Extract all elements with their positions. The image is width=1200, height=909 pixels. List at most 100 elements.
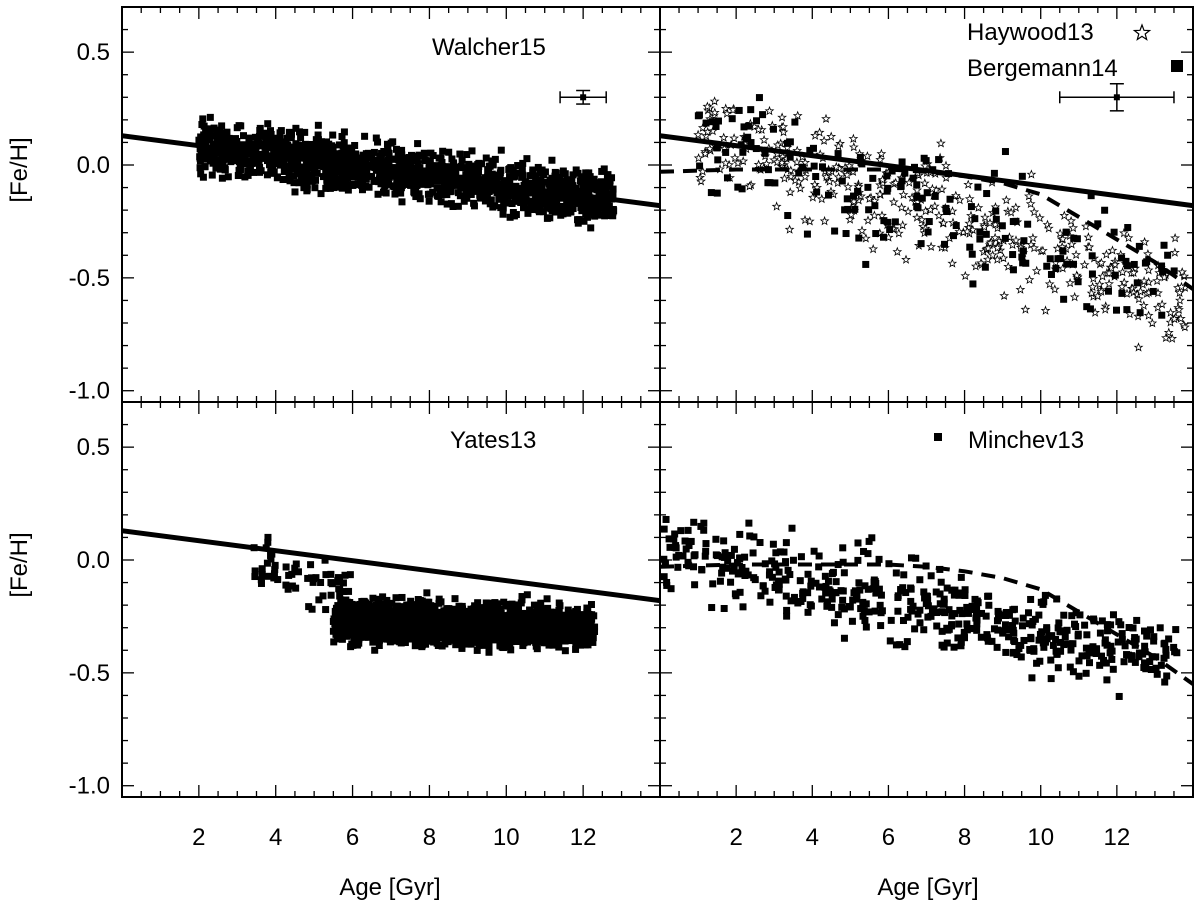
point-Haywood13 (696, 176, 707, 186)
point-Yates13 (461, 636, 469, 644)
point-Yates13 (577, 629, 585, 637)
point-Walcher15 (601, 212, 609, 220)
point-Walcher15 (397, 189, 405, 197)
point-Minchev13 (815, 552, 823, 560)
point-Haywood13 (980, 212, 990, 222)
point-Walcher15 (237, 122, 245, 130)
point-Walcher15 (358, 179, 366, 187)
point-Walcher15 (419, 152, 427, 160)
point-Walcher15 (293, 169, 301, 177)
point-Walcher15 (311, 167, 319, 175)
point-Walcher15 (404, 155, 412, 163)
point-Bergemann14 (1047, 270, 1055, 278)
y-tick-label: 0.0 (77, 547, 110, 574)
point-Haywood13 (990, 232, 1000, 242)
plot-area: 0.50.0-0.5-1.00.50.0-0.5-1.02 4 6 8 10 12 2 4 6 8… (69, 7, 1193, 851)
point-Haywood13 (800, 214, 810, 225)
labels: [Fe/H] [Fe/H] Age [Gyr] Age [Gyr] Walche… (6, 19, 1118, 901)
point-Minchev13 (1160, 654, 1168, 662)
point-Haywood13 (1083, 232, 1094, 242)
point-Haywood13 (1135, 286, 1146, 296)
point-Minchev13 (1009, 622, 1017, 630)
point-Minchev13 (972, 614, 980, 622)
point-Yates13 (564, 630, 572, 638)
point-Walcher15 (352, 150, 360, 158)
point-Yates13 (514, 605, 522, 613)
point-Bergemann14 (1135, 242, 1143, 250)
point-Minchev13 (912, 554, 920, 562)
point-Bergemann14 (1018, 172, 1026, 180)
point-Walcher15 (286, 149, 294, 157)
point-Walcher15 (236, 163, 244, 171)
point-Yates13 (502, 600, 510, 608)
point-Minchev13 (923, 592, 931, 600)
point-Minchev13 (1001, 621, 1009, 629)
point-Haywood13 (963, 179, 974, 189)
point-Bergemann14 (1130, 260, 1138, 268)
point-Minchev13 (1041, 637, 1049, 645)
point-Walcher15 (489, 203, 497, 211)
point-Yates13 (282, 563, 290, 571)
point-Minchev13 (790, 593, 798, 601)
point-Minchev13 (783, 606, 791, 614)
point-Minchev13 (709, 580, 717, 588)
point-Yates13 (499, 629, 507, 637)
point-Minchev13 (756, 539, 764, 547)
point-Minchev13 (736, 588, 744, 596)
point-Yates13 (568, 609, 576, 617)
point-Yates13 (327, 570, 335, 578)
point-Minchev13 (870, 578, 878, 586)
x-tick-label: 4 (269, 824, 282, 851)
point-Walcher15 (263, 129, 271, 137)
point-Minchev13 (739, 603, 747, 611)
point-Yates13 (338, 635, 346, 643)
point-Yates13 (528, 614, 536, 622)
point-Yates13 (385, 632, 393, 640)
point-Haywood13 (892, 246, 903, 257)
point-Yates13 (258, 571, 266, 579)
point-Walcher15 (580, 217, 588, 225)
point-Walcher15 (540, 200, 548, 208)
point-Yates13 (361, 618, 369, 626)
point-Yates13 (352, 624, 360, 632)
point-Haywood13 (920, 161, 930, 171)
panel-title-walcher15: Walcher15 (432, 34, 546, 61)
point-Haywood13 (1177, 267, 1188, 277)
point-Minchev13 (821, 572, 829, 580)
point-Haywood13 (824, 176, 835, 186)
point-Minchev13 (1055, 619, 1063, 627)
point-Bergemann14 (734, 183, 742, 191)
point-Walcher15 (481, 197, 489, 205)
point-Haywood13 (1003, 261, 1014, 271)
point-Yates13 (569, 636, 577, 644)
point-Haywood13 (1117, 281, 1127, 291)
point-Bergemann14 (843, 195, 851, 203)
point-Yates13 (473, 646, 481, 654)
point-Haywood13 (897, 220, 908, 230)
point-Minchev13 (780, 548, 788, 556)
point-Minchev13 (1061, 633, 1069, 641)
point-Minchev13 (757, 592, 765, 600)
legend-haywood13: Haywood13 (967, 19, 1094, 46)
point-Walcher15 (207, 146, 215, 154)
point-Haywood13 (875, 154, 886, 164)
point-Bergemann14 (886, 226, 894, 234)
point-Walcher15 (538, 166, 546, 174)
xlabel-left: Age [Gyr] (339, 874, 440, 901)
point-Walcher15 (374, 190, 382, 198)
point-Walcher15 (484, 173, 492, 181)
point-Haywood13 (973, 202, 984, 212)
point-Walcher15 (306, 159, 314, 167)
point-Walcher15 (551, 172, 559, 180)
point-Bergemann14 (1074, 278, 1082, 286)
point-Walcher15 (564, 209, 572, 217)
point-Bergemann14 (1141, 259, 1149, 267)
point-Walcher15 (221, 134, 229, 142)
point-Minchev13 (1093, 649, 1101, 657)
point-Walcher15 (499, 191, 507, 199)
point-Haywood13 (1163, 327, 1174, 337)
point-Bergemann14 (913, 192, 921, 200)
point-Yates13 (585, 614, 593, 622)
point-Walcher15 (514, 195, 522, 203)
